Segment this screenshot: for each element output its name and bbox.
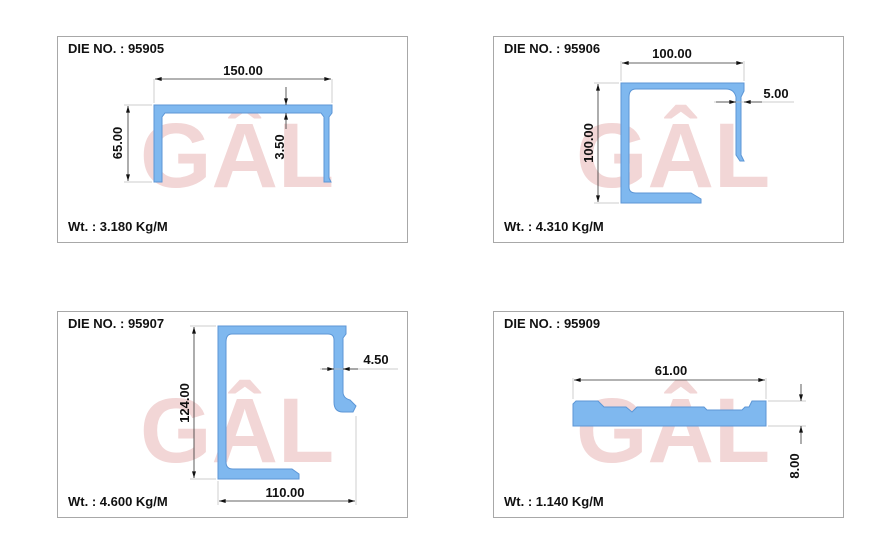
dimension-thickness: 8.00 bbox=[787, 453, 802, 478]
die-number: DIE NO. : 95906 bbox=[504, 41, 601, 56]
weight: Wt. : 1.140 Kg/M bbox=[504, 494, 604, 509]
profile-card-95905: GÂL 150.00 65.00 3.50 DIE NO. : 95905 Wt… bbox=[57, 36, 408, 243]
profile-card-95907: GÂL 124.00 4.50 110.00 DIE NO. : 95907 W… bbox=[57, 311, 408, 518]
dimension-height: 100.00 bbox=[581, 123, 596, 163]
die-number: DIE NO. : 95909 bbox=[504, 316, 601, 331]
profile-card-95909: GÂL 61.00 8.00 DIE NO. : 95909 Wt. : 1.1… bbox=[493, 311, 844, 518]
weight: Wt. : 4.600 Kg/M bbox=[68, 494, 168, 509]
dimension-width: 100.00 bbox=[652, 46, 692, 61]
dimension-height: 124.00 bbox=[177, 383, 192, 423]
dimension-thickness: 3.50 bbox=[272, 134, 287, 159]
profile-shape bbox=[620, 82, 745, 204]
weight: Wt. : 3.180 Kg/M bbox=[68, 219, 168, 234]
watermark-logo: GÂL bbox=[140, 379, 334, 482]
profile-card-95906: GÂL 100.00 100.00 5.00 DIE NO. : 95906 W… bbox=[493, 36, 844, 243]
profile-shape bbox=[572, 400, 767, 427]
profile-drawing: GÂL 150.00 65.00 3.50 bbox=[110, 63, 334, 207]
dimension-width: 61.00 bbox=[655, 363, 688, 378]
profile-drawing: GÂL 61.00 8.00 bbox=[572, 363, 806, 482]
watermark-logo: GÂL bbox=[140, 104, 334, 207]
die-number: DIE NO. : 95907 bbox=[68, 316, 165, 331]
watermark-logo: GÂL bbox=[576, 379, 770, 482]
profile-shape bbox=[153, 104, 333, 183]
die-number: DIE NO. : 95905 bbox=[68, 41, 165, 56]
dimension-height: 65.00 bbox=[110, 127, 125, 160]
dimension-width: 110.00 bbox=[265, 485, 304, 500]
weight: Wt. : 4.310 Kg/M bbox=[504, 219, 604, 234]
dimension-width: 150.00 bbox=[223, 63, 263, 78]
profile-shape bbox=[217, 325, 357, 480]
dimension-thickness: 5.00 bbox=[763, 86, 788, 101]
dimension-thickness: 4.50 bbox=[363, 352, 388, 367]
profile-drawing: GÂL 100.00 100.00 5.00 bbox=[576, 46, 794, 207]
profile-drawing: GÂL 124.00 4.50 110.00 bbox=[140, 325, 398, 505]
